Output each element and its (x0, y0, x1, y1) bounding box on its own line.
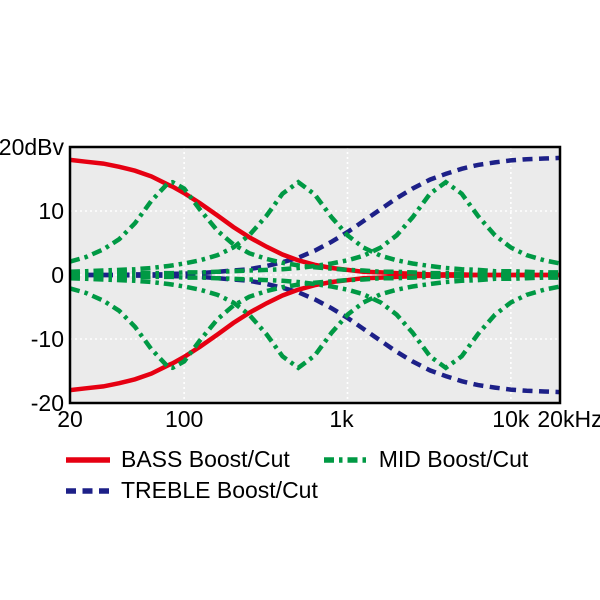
curve-bass-cut (70, 272, 560, 393)
legend-item-mid: MID Boost/Cut (322, 444, 529, 475)
x-tick-label-20: 20 (57, 406, 83, 432)
legend-label-bass: BASS Boost/Cut (121, 446, 290, 472)
legend-label-treble: TREBLE Boost/Cut (121, 477, 318, 503)
legend-row-2: TREBLE Boost/Cut (64, 475, 528, 506)
x-tick-label-1k: 1k (329, 406, 354, 432)
y-tick-label-20: 20dBv (0, 134, 64, 160)
legend-item-treble: TREBLE Boost/Cut (64, 475, 318, 506)
y-tick-label--10: -10 (31, 326, 64, 352)
bass-line-swatch-icon (66, 456, 110, 463)
plot-border (68, 145, 562, 405)
x-tick-label-10k: 10k (492, 406, 530, 432)
legend-row-1: BASS Boost/Cut MID Boost/Cut (64, 444, 528, 475)
curve-mid-boost-4khz (70, 179, 560, 276)
y-tick-label-10: 10 (38, 198, 64, 224)
legend-label-mid: MID Boost/Cut (378, 446, 529, 472)
treble-line-swatch-icon (66, 487, 110, 494)
legend: BASS Boost/Cut MID Boost/Cut TREBLE Boos… (64, 444, 528, 506)
curve-mid-cut-4khz (70, 274, 560, 371)
x-tick-label-100: 100 (165, 406, 203, 432)
legend-item-bass: BASS Boost/Cut (64, 444, 290, 475)
curve-treble-cut (70, 272, 560, 395)
x-tick-label-20kHz: 20kHz (537, 406, 600, 432)
y-tick-label--20: -20 (31, 390, 64, 416)
curves-group (70, 155, 560, 395)
y-tick-label-0: 0 (51, 262, 64, 288)
mid-line-swatch-icon (323, 456, 368, 463)
